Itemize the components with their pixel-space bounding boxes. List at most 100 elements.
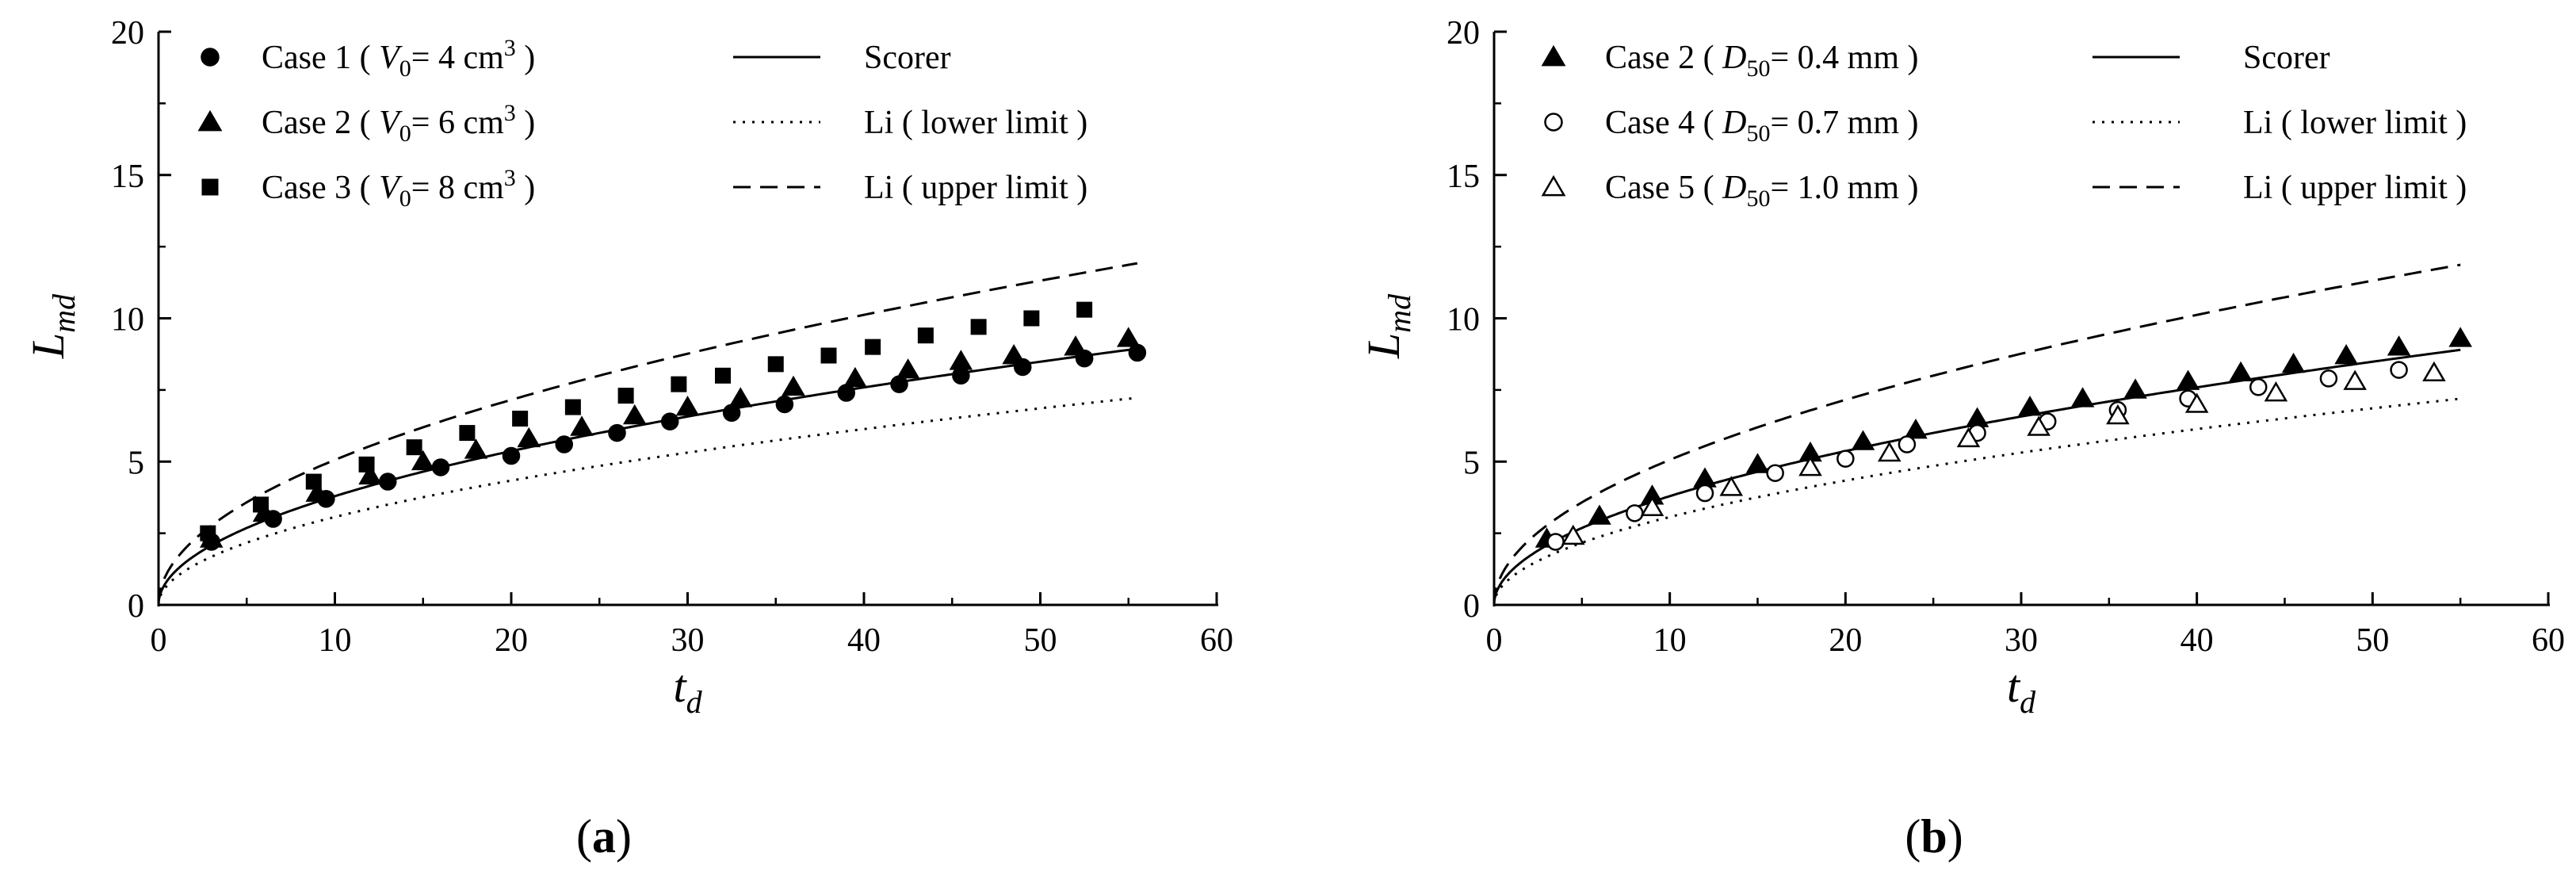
x-tick-label: 40 [2180, 622, 2214, 659]
legend-line-label: Scorer [864, 40, 951, 76]
data-point-series-1 [1904, 419, 1928, 439]
legend-line-label: Scorer [2243, 40, 2330, 76]
x-axis-label: td [673, 660, 702, 720]
data-point-series-2 [570, 415, 594, 436]
data-point-series-3 [2027, 415, 2050, 436]
panel-label-open-paren: ( [576, 810, 592, 863]
data-point-series-1 [952, 366, 970, 385]
data-point-series-3 [1798, 455, 1822, 476]
legend-superscript: 3 [504, 100, 516, 126]
legend-variable: V [379, 170, 403, 206]
data-point-series-3 [917, 327, 934, 344]
legend-variable: D [1722, 170, 1746, 206]
x-tick-label: 10 [319, 622, 352, 659]
data-point-series-2 [622, 404, 647, 425]
data-point-series-2 [1626, 504, 1644, 522]
data-point-series-2 [517, 427, 541, 448]
data-point-series-2 [1116, 327, 1141, 347]
data-point-series-3 [512, 411, 529, 427]
y-tick-label: 20 [1447, 15, 1480, 52]
x-tick-label: 50 [2356, 622, 2389, 659]
data-point-series-1 [890, 375, 908, 393]
data-point-series-2 [843, 366, 867, 388]
data-point-series-2 [782, 375, 805, 396]
x-axis-label-base: t [673, 660, 687, 712]
data-point-series-2 [1695, 484, 1714, 503]
data-point-series-1 [2448, 327, 2472, 347]
legend-text-prefix: Case 4 ( [1605, 105, 1722, 141]
legend-line-label: Li ( lower limit ) [2243, 105, 2467, 141]
legend-text-prefix: Case 2 ( [1605, 40, 1722, 76]
data-point-series-3 [459, 425, 476, 442]
legend-entry-label: Case 3 ( V0= 8 cm3 ) [262, 165, 535, 212]
legend-text-suffix: ) [1899, 40, 1919, 76]
series-line-dashed [1492, 263, 2461, 605]
legend-entry-label: Case 4 ( D50= 0.7 mm ) [1605, 105, 1919, 147]
y-axis-label: Lmd [22, 293, 82, 359]
y-tick-label: 15 [1447, 159, 1480, 195]
panel-label-letter: b [1921, 810, 1947, 863]
data-point-series-2 [411, 450, 435, 471]
data-point-series-1 [431, 458, 450, 476]
data-point-series-2 [1546, 533, 1565, 551]
data-point-series-2 [896, 358, 920, 379]
panel-label-open-paren: ( [1905, 810, 1921, 863]
panel-label: (b) [1905, 810, 1963, 863]
data-point-series-3 [1877, 441, 1901, 462]
x-tick-label: 20 [1829, 622, 1862, 659]
data-point-series-2 [1898, 435, 1917, 453]
legend-variable-subscript: 0 [399, 186, 411, 212]
data-point-series-3 [617, 388, 634, 404]
legend-superscript: 3 [504, 35, 516, 61]
data-point-series-1 [555, 435, 573, 453]
data-point-series-1 [2281, 352, 2306, 373]
data-point-series-3 [564, 399, 581, 415]
x-tick-label: 0 [1486, 622, 1503, 659]
x-axis-label-base: t [2007, 660, 2021, 712]
legend-variable: V [379, 40, 403, 76]
data-point-series-3 [1956, 427, 1981, 448]
y-axis-label-base: L [22, 333, 74, 359]
legend-marker [1541, 44, 1566, 67]
legend-variable-subscript: 0 [399, 55, 411, 82]
x-tick-label: 60 [1200, 622, 1233, 659]
series-line-solid [157, 347, 1138, 605]
legend-value: = 8 cm [411, 170, 504, 206]
legend-line-label: Li ( upper limit ) [2243, 170, 2467, 206]
data-point-series-2 [1766, 464, 1784, 482]
y-axis-label-base: L [1358, 333, 1409, 359]
legend-marker [201, 178, 219, 196]
legend-variable-subscript: 50 [1746, 186, 1770, 212]
x-axis-label-subscript: d [2020, 684, 2036, 720]
x-axis-label: td [2007, 660, 2036, 720]
legend-value: = 0.4 mm [1770, 40, 1899, 76]
data-point-series-2 [1064, 335, 1087, 356]
legend-variable-subscript: 50 [1746, 55, 1770, 82]
data-point-series-1 [837, 384, 855, 402]
data-point-series-2 [949, 350, 973, 370]
y-tick-label: 5 [128, 445, 144, 481]
y-tick-label: 15 [111, 159, 144, 195]
x-tick-label: 50 [1024, 622, 1057, 659]
legend-marker [1541, 174, 1566, 197]
data-point-series-3 [1076, 301, 1093, 318]
legend-text-suffix: ) [516, 105, 536, 141]
legend-entry-label: Case 2 ( V0= 6 cm3 ) [262, 100, 535, 147]
x-tick-label: 20 [495, 622, 528, 659]
data-point-series-2 [1836, 450, 1855, 468]
legend-variable: V [379, 105, 403, 141]
data-point-series-3 [671, 376, 687, 392]
legend-marker [197, 109, 223, 132]
y-tick-label: 20 [111, 15, 144, 52]
data-point-series-2 [2390, 361, 2408, 379]
y-tick-label: 10 [1447, 302, 1480, 339]
data-point-series-3 [2184, 392, 2209, 413]
x-tick-label: 10 [1653, 622, 1687, 659]
series-line-dotted [157, 396, 1138, 605]
panel-label: (a) [576, 810, 632, 863]
legend-line-label: Li ( upper limit ) [864, 170, 1087, 206]
data-point-series-1 [1965, 407, 1989, 427]
